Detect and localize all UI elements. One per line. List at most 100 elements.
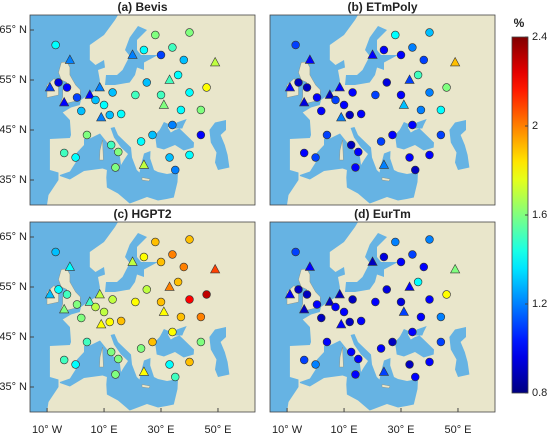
y-tick-label: 35° N — [0, 381, 27, 393]
station-triangle — [96, 318, 107, 329]
station-triangle — [127, 256, 138, 266]
station-circle — [62, 83, 72, 92]
station-circle — [408, 120, 417, 130]
station-circle — [396, 297, 406, 307]
station-circle — [388, 337, 397, 347]
panel-markers — [284, 28, 461, 175]
station-triangle — [378, 159, 390, 169]
panel-markers — [44, 28, 221, 175]
station-circle — [106, 140, 116, 150]
station-circle — [111, 163, 120, 172]
panel-frame — [29, 14, 256, 206]
x-tick-label: 50° E — [204, 424, 231, 436]
station-circle — [356, 109, 366, 119]
station-circle — [156, 90, 166, 100]
station-circle — [114, 147, 123, 157]
station-triangle — [404, 281, 415, 291]
station-triangle — [44, 288, 56, 299]
panel-frame — [269, 221, 496, 413]
station-triangle — [84, 89, 95, 99]
x-tick-label: 30° E — [147, 424, 174, 436]
station-circle — [131, 297, 140, 307]
station-circle — [411, 165, 420, 175]
station-circle — [425, 357, 434, 367]
station-circle — [82, 337, 92, 347]
station-circle — [413, 70, 423, 80]
station-circle — [331, 302, 340, 312]
station-triangle — [164, 281, 175, 291]
station-circle — [82, 130, 92, 140]
station-triangle — [336, 111, 347, 122]
station-circle — [108, 88, 117, 97]
station-triangle — [158, 306, 169, 316]
station-circle — [185, 150, 194, 160]
station-circle — [114, 354, 123, 364]
station-circle — [168, 250, 177, 259]
colorbar-tick-label: 1.6 — [532, 209, 547, 221]
station-triangle — [96, 111, 107, 122]
station-triangle — [334, 288, 345, 299]
station-circle — [396, 50, 406, 60]
station-circle — [168, 327, 177, 337]
station-circle — [139, 252, 149, 262]
x-tick-label: 10° W — [272, 424, 303, 436]
station-circle — [413, 277, 423, 287]
x-tick-label: 50° E — [444, 424, 471, 436]
station-triangle — [284, 288, 296, 299]
station-triangle — [324, 296, 335, 306]
station-circle — [142, 78, 151, 87]
basemap — [30, 222, 255, 412]
station-circle — [291, 40, 300, 50]
station-circle — [419, 55, 428, 65]
station-circle — [302, 83, 312, 92]
station-circle — [111, 370, 120, 379]
station-circle — [317, 106, 326, 116]
station-circle — [54, 285, 63, 294]
station-circle — [136, 344, 146, 353]
station-circle — [356, 316, 366, 326]
station-triangle — [299, 96, 310, 107]
station-circle — [71, 153, 80, 162]
station-circle — [419, 262, 428, 272]
station-circle — [312, 300, 322, 309]
station-circle — [416, 105, 426, 115]
station-circle — [322, 130, 332, 140]
station-circle — [142, 285, 151, 294]
station-circle — [436, 312, 446, 322]
station-triangle — [164, 74, 175, 84]
colorbar-tick-label: 1.2 — [532, 298, 547, 310]
station-circle — [436, 130, 446, 140]
station-circle — [425, 150, 434, 160]
station-triangle — [299, 303, 310, 314]
station-triangle — [324, 89, 335, 99]
station-circle — [311, 360, 320, 369]
panel-title: (a) Bevis — [117, 0, 167, 14]
station-triangle — [284, 81, 296, 92]
station-circle — [442, 83, 451, 92]
station-circle — [436, 105, 446, 115]
panel-title: (c) HGPT2 — [113, 207, 171, 221]
station-triangle — [94, 288, 105, 299]
station-circle — [408, 43, 417, 52]
station-circle — [176, 312, 186, 322]
colorbar-tick-label: 2.4 — [532, 31, 547, 43]
station-circle — [156, 297, 166, 307]
station-circle — [91, 302, 100, 312]
station-circle — [354, 354, 363, 364]
station-triangle — [158, 99, 169, 109]
station-circle — [168, 120, 177, 130]
station-circle — [416, 312, 426, 322]
colorbar-label: % — [514, 16, 525, 30]
station-triangle — [210, 263, 221, 274]
station-circle — [139, 45, 149, 55]
station-circle — [302, 290, 312, 299]
station-circle — [151, 237, 160, 247]
station-circle — [51, 40, 60, 50]
station-circle — [317, 313, 326, 323]
y-tick-label: 55° N — [0, 74, 27, 86]
y-tick-label: 45° N — [0, 331, 27, 343]
station-circle — [179, 55, 188, 65]
station-circle — [322, 337, 332, 347]
station-circle — [202, 83, 211, 92]
station-circle — [202, 290, 211, 299]
